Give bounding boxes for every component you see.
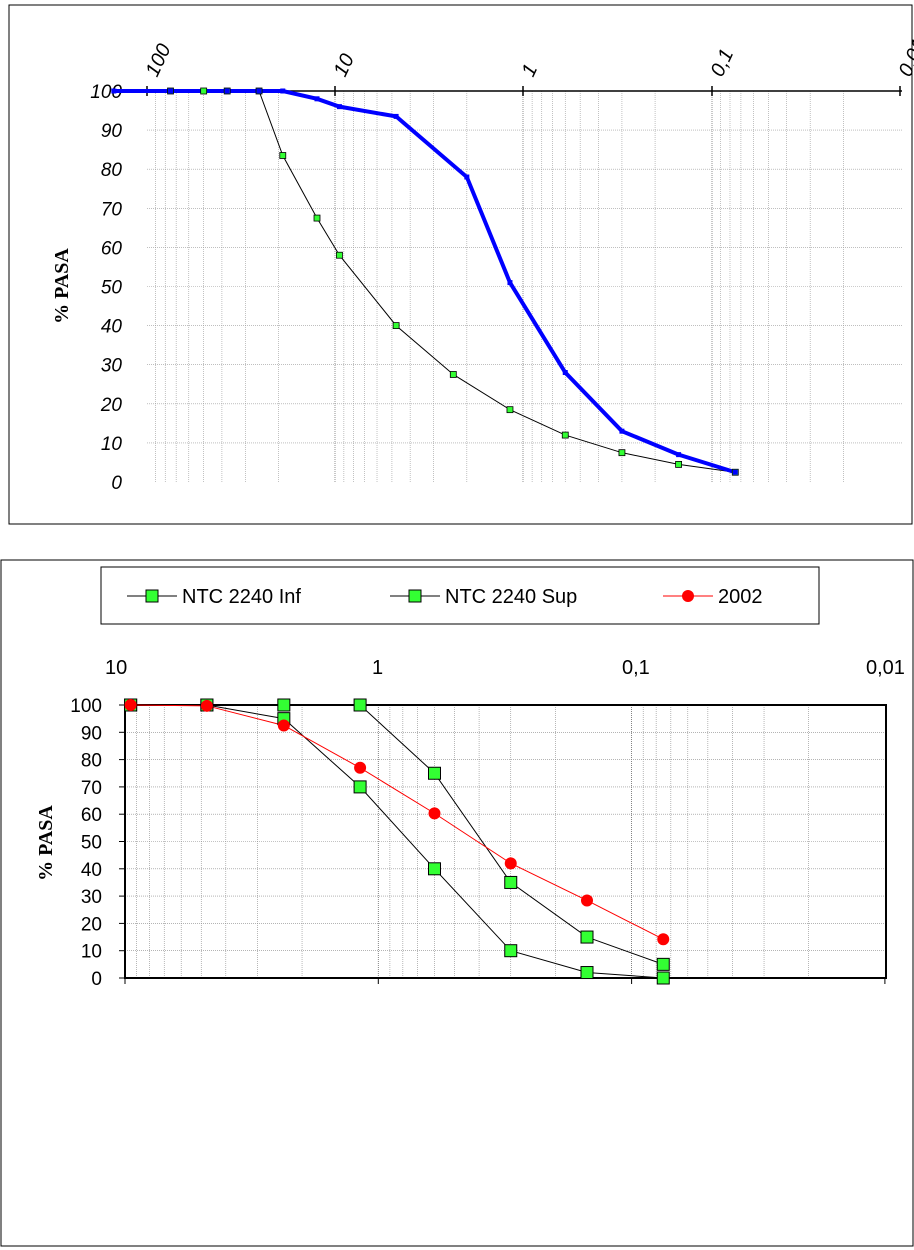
series-point-lower bbox=[392, 322, 400, 330]
y-tick-label: 20 bbox=[81, 914, 102, 935]
series-line-1 bbox=[130, 704, 664, 965]
series-point-0 bbox=[427, 862, 441, 876]
series-point-2 bbox=[504, 857, 517, 870]
y-tick-label: 40 bbox=[81, 860, 102, 881]
series-point-1 bbox=[277, 698, 291, 712]
series-point-lower bbox=[618, 449, 626, 457]
y-tick-label: 50 bbox=[81, 833, 102, 854]
y-tick-label: 10 bbox=[81, 942, 102, 963]
series-point-upper bbox=[676, 452, 682, 458]
series-point-upper bbox=[393, 113, 399, 119]
series-point-lower bbox=[336, 251, 343, 259]
series-point-upper bbox=[314, 96, 320, 102]
series-point-lower bbox=[561, 431, 569, 439]
y-tick-label: 90 bbox=[101, 121, 123, 142]
series-point-upper bbox=[619, 428, 625, 434]
legend: NTC 2240 Inf NTC 2240 Sup 2002 bbox=[100, 566, 820, 625]
legend-marker bbox=[145, 589, 159, 603]
legend-label: NTC 2240 Inf bbox=[182, 586, 301, 608]
series-point-upper bbox=[224, 88, 230, 94]
x-tick-label: 0,01 bbox=[866, 657, 905, 679]
series-point-lower bbox=[279, 152, 287, 159]
series-point-lower bbox=[449, 371, 457, 378]
series-point-0 bbox=[504, 944, 518, 958]
grid bbox=[125, 705, 886, 978]
series-point-upper bbox=[168, 88, 174, 94]
series-point-2 bbox=[124, 699, 137, 711]
series-point-2 bbox=[277, 719, 290, 732]
legend-label: NTC 2240 Sup bbox=[445, 586, 577, 608]
y-axis-label: % PASA bbox=[51, 248, 73, 324]
y-tick-label: 60 bbox=[81, 805, 102, 826]
y-tick-label: 40 bbox=[101, 317, 123, 338]
y-tick-label: 80 bbox=[81, 751, 102, 772]
y-tick-label: 90 bbox=[81, 723, 102, 744]
y-tick-label: 70 bbox=[101, 199, 123, 220]
y-tick-label: 20 bbox=[100, 395, 123, 416]
legend-marker bbox=[682, 590, 694, 602]
series-point-2 bbox=[200, 699, 213, 712]
legend-label: 2002 bbox=[718, 586, 763, 608]
y-tick-label: 60 bbox=[101, 238, 123, 259]
y-tick-label: 30 bbox=[81, 887, 102, 908]
x-tick-label: 1 bbox=[372, 657, 383, 679]
y-tick-label: 0 bbox=[91, 969, 102, 990]
x-tick-label: 0,1 bbox=[622, 657, 650, 679]
series-point-0 bbox=[580, 966, 594, 980]
y-tick-label: 50 bbox=[101, 278, 123, 299]
series-point-upper bbox=[562, 370, 568, 376]
series-point-lower bbox=[675, 461, 683, 468]
series-point-1 bbox=[427, 766, 441, 780]
x-tick-label: 10 bbox=[105, 657, 127, 679]
y-tick-label: 100 bbox=[70, 696, 102, 717]
series-point-upper bbox=[336, 104, 342, 110]
series-line-0 bbox=[130, 704, 664, 979]
series-point-0 bbox=[656, 971, 670, 985]
series-point-1 bbox=[504, 875, 518, 889]
series-line-upper bbox=[113, 89, 736, 475]
series-point-1 bbox=[580, 930, 594, 944]
series-point-lower bbox=[200, 87, 208, 95]
y-tick-label: 0 bbox=[111, 473, 122, 494]
series-point-lower bbox=[313, 214, 321, 222]
series-point-2 bbox=[657, 933, 670, 946]
series-point-1 bbox=[353, 698, 367, 712]
y-tick-label: 30 bbox=[101, 356, 123, 377]
series-point-upper bbox=[464, 174, 470, 180]
y-tick-label: 100 bbox=[90, 82, 122, 103]
series-line-2 bbox=[130, 704, 664, 940]
y-tick-label: 70 bbox=[81, 778, 102, 799]
series-point-upper bbox=[256, 88, 262, 94]
series-point-2 bbox=[428, 807, 441, 820]
y-tick-label: 80 bbox=[101, 160, 123, 181]
series-point-lower bbox=[506, 406, 514, 414]
series-point-2 bbox=[580, 894, 593, 907]
y-tick-label: 10 bbox=[101, 434, 123, 455]
legend-marker bbox=[408, 589, 422, 603]
series-point-0 bbox=[353, 780, 367, 794]
y-axis-label: % PASA bbox=[35, 805, 57, 881]
series-point-upper bbox=[507, 280, 513, 286]
series-point-2 bbox=[354, 761, 367, 774]
series-point-upper bbox=[732, 469, 738, 475]
series-point-upper bbox=[280, 88, 286, 94]
series-point-1 bbox=[656, 957, 670, 971]
series-point-upper bbox=[111, 88, 117, 94]
